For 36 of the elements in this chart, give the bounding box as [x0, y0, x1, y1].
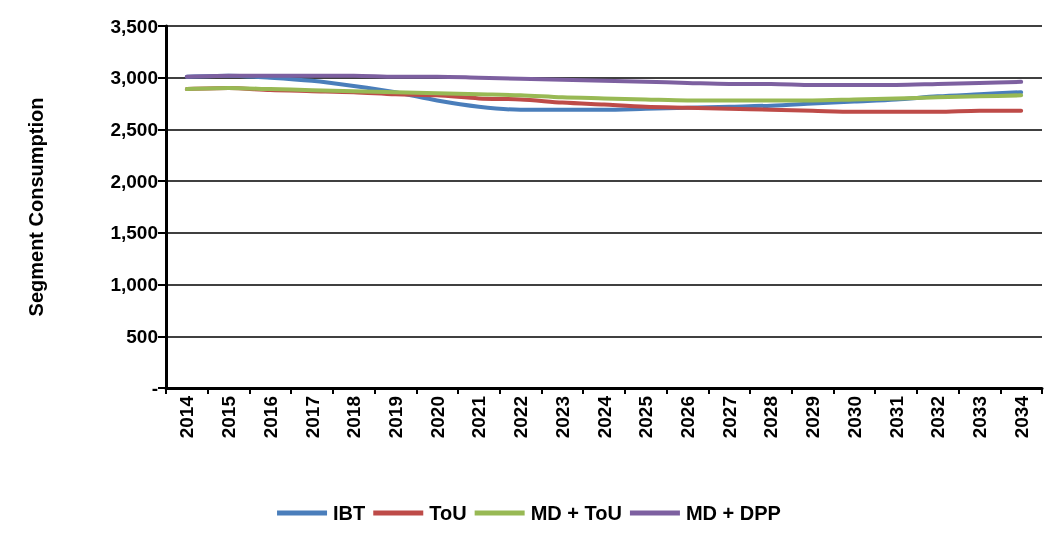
x-tick-label: 2021 [468, 395, 490, 439]
legend-label: MD + DPP [685, 502, 781, 524]
x-tick-label: 2031 [885, 395, 907, 439]
y-tick-label: 3,000 [110, 67, 158, 89]
legend-label: ToU [429, 502, 467, 524]
x-tick-label: 2032 [927, 396, 949, 439]
y-tick-label: 3,500 [110, 15, 158, 37]
x-tick-label: 2033 [968, 396, 990, 439]
x-tick-label: 2014 [176, 395, 198, 439]
x-tick-label: 2018 [343, 396, 365, 439]
x-tick-label: 2024 [593, 395, 615, 439]
x-tick-label: 2026 [676, 396, 698, 439]
line-series [184, 73, 1024, 87]
x-tick-label: 2019 [384, 396, 406, 439]
y-tick-label: 2,500 [110, 118, 158, 140]
x-tick-label: 2027 [718, 396, 740, 439]
x-tick-label: 2023 [551, 396, 573, 439]
y-tick-label: 500 [126, 325, 158, 347]
x-tick-label: 2017 [301, 396, 323, 439]
x-tick-label: 2025 [635, 395, 657, 439]
y-tick-label: 2,000 [110, 170, 158, 192]
y-axis-title: Segment Consumption [25, 97, 47, 317]
y-tick-label: - [151, 377, 158, 399]
y-tick-label: 1,000 [110, 274, 158, 296]
x-tick-label: 2028 [760, 396, 782, 439]
x-tick-label: 2030 [843, 396, 865, 439]
x-tick-label: 2022 [510, 396, 532, 439]
x-tick-label: 2016 [259, 396, 281, 439]
y-tick-label: 1,500 [110, 222, 158, 244]
line-series [184, 86, 1024, 103]
x-tick-label: 2034 [1010, 395, 1032, 439]
legend-label: MD + ToU [530, 502, 622, 524]
x-tick-label: 2015 [218, 395, 240, 439]
legend-label: IBT [333, 502, 366, 524]
x-tick-label: 2020 [426, 396, 448, 439]
x-tick-label: 2029 [802, 396, 824, 439]
